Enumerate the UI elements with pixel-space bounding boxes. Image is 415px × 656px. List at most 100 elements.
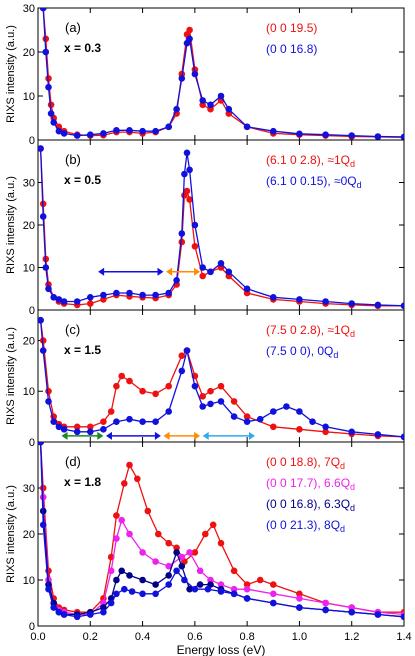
data-point [270, 581, 277, 588]
data-point [87, 423, 94, 431]
data-point [207, 101, 214, 109]
data-point [217, 588, 225, 595]
data-point [113, 590, 120, 598]
panel-frame [37, 441, 405, 627]
y-tick-label: 0 [29, 135, 35, 147]
data-point [217, 539, 225, 547]
data-point [322, 298, 329, 305]
y-axis-label-3: RIXS intensity (a.u.) [5, 485, 17, 583]
series-group [38, 316, 404, 441]
data-point [173, 544, 180, 552]
data-point [243, 595, 251, 602]
data-point [191, 549, 199, 556]
data-point [270, 590, 277, 598]
data-point [38, 442, 44, 446]
data-point [173, 567, 180, 575]
data-point [113, 127, 120, 134]
legend-entry: (6.1 0 0.15), ≈0Qd [266, 174, 362, 190]
range-arrow-head-left [163, 431, 170, 440]
legend-subscript: d [357, 180, 362, 190]
data-point [186, 166, 193, 174]
y-tick-label: 10 [23, 575, 35, 587]
data-point [400, 613, 404, 621]
legend-text: (0 0 16.8) [266, 42, 317, 56]
data-point [126, 377, 133, 385]
data-point [165, 382, 172, 390]
legend-entry: (0 0 17.7), 6.6Qd [266, 476, 355, 492]
legend-subscript: d [350, 329, 355, 339]
y-axis-label-2: RIXS intensity (a.u.) [5, 327, 17, 425]
legend-text: (0 0 16.8), 6.3Q [266, 497, 350, 511]
range-arrow-head-left [166, 267, 173, 276]
composition-label: x = 1.5 [64, 343, 101, 357]
legend-entry: (0 0 21.3), 8Qd [266, 518, 345, 534]
data-point [243, 581, 251, 588]
x-axis-label: Energy loss (eV) [177, 643, 266, 656]
data-point [173, 549, 180, 556]
data-point [296, 408, 303, 415]
data-point [191, 585, 199, 593]
data-point [296, 595, 303, 602]
y-tick-label: 0 [29, 621, 35, 633]
x-tick-label: 1.2 [344, 631, 359, 643]
data-point [374, 301, 382, 309]
data-point [100, 426, 107, 433]
data-point [87, 131, 94, 138]
data-point [45, 285, 52, 293]
x-tick-label: 0.0 [30, 631, 45, 643]
data-point [270, 599, 277, 607]
data-point [374, 133, 382, 140]
data-point [270, 423, 277, 431]
y-tick-label: 30 [23, 3, 35, 15]
data-point [322, 131, 329, 138]
data-point [186, 26, 193, 34]
x-tick-label: 0.6 [187, 631, 202, 643]
data-point [186, 35, 193, 43]
data-point [100, 418, 107, 426]
composition-label: x = 0.3 [64, 41, 101, 55]
data-point [50, 294, 57, 301]
data-point [400, 302, 404, 310]
legend-text: (0 0 21.3), 8Q [266, 518, 340, 532]
data-point [256, 576, 264, 584]
data-point [50, 604, 57, 611]
x-tick-label: 1.0 [292, 631, 307, 643]
series-group [39, 8, 404, 140]
data-point [196, 581, 204, 588]
y-tick-label: 10 [23, 386, 35, 398]
data-point [400, 133, 404, 140]
data-point [87, 300, 94, 307]
data-point [73, 423, 81, 431]
data-point [270, 127, 277, 135]
data-point [181, 170, 188, 178]
data-point [202, 530, 209, 538]
panel-label: (a) [65, 20, 81, 35]
legend-entry: (7.5 0 0), 0Qd [266, 344, 338, 360]
data-point [178, 352, 186, 360]
data-point [42, 48, 50, 56]
data-point [165, 581, 172, 588]
y-tick-label: 0 [29, 437, 35, 449]
data-point [178, 562, 186, 570]
data-point [348, 604, 356, 611]
legend-subscript: d [333, 350, 338, 360]
data-point [152, 558, 159, 565]
data-point [309, 418, 316, 426]
data-point [139, 590, 146, 598]
data-point [165, 408, 172, 415]
legend-subscript: d [340, 524, 345, 534]
legend-entry: (0 0 16.8) [266, 42, 317, 56]
data-point [42, 35, 50, 43]
data-point [60, 298, 68, 305]
data-point [113, 289, 120, 297]
x-tick-label: 0.8 [239, 631, 254, 643]
data-point [225, 268, 233, 276]
data-point [348, 300, 356, 307]
data-point [55, 296, 63, 303]
data-point [217, 382, 225, 390]
data-point [60, 130, 68, 137]
data-point [199, 97, 206, 104]
series-line-1 [42, 8, 404, 138]
data-point [152, 127, 159, 135]
